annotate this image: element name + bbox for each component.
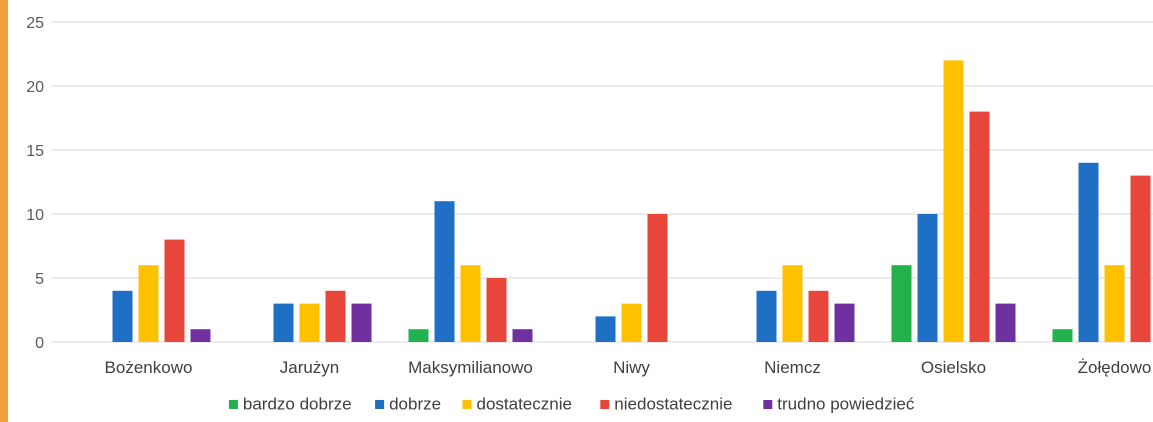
legend: bardzo dobrze dobrze dostatecznie niedostat… (228, 395, 915, 414)
bar-6-2 (917, 214, 938, 342)
y-tick-label-25: 25 (26, 15, 44, 32)
y-tick-label-5: 5 (35, 271, 44, 288)
legend-label-5: trudno powiedzieć (777, 395, 915, 414)
category-label-7: Żołędowo (1078, 358, 1152, 377)
legend-swatch-3 (462, 400, 472, 409)
y-axis-tick-labels: 0 5 10 15 20 25 (26, 15, 44, 352)
orange-border (0, 0, 8, 422)
category-label-4: Niwy (613, 358, 650, 377)
y-tick-label-15: 15 (26, 143, 44, 160)
bar-7-4 (1130, 175, 1151, 342)
bar-4-2 (595, 316, 616, 342)
y-tick-label-20: 20 (26, 79, 44, 96)
category-label-5: Niemcz (764, 358, 821, 377)
category-label-1: Bożenkowo (105, 358, 193, 377)
x-axis-category-labels: Bożenkowo Jarużyn Maksymilianowo Niwy Niemcz… (105, 358, 1152, 377)
legend-label-1: bardzo dobrze (243, 395, 352, 414)
bar-7-1 (1052, 329, 1073, 342)
bar-3-1 (408, 329, 429, 342)
bar-3-5 (512, 329, 533, 342)
bar-5-4 (808, 290, 829, 342)
bar-2-3 (299, 303, 320, 342)
bar-2-5 (351, 303, 372, 342)
bar-6-3 (943, 60, 964, 343)
bar-7-3 (1104, 265, 1125, 342)
category-label-3: Maksymilianowo (408, 358, 533, 377)
legend-label-2: dobrze (389, 395, 441, 414)
legend-label-4: niedostatecznie (614, 395, 732, 414)
legend-swatch-4 (600, 400, 610, 409)
bar-2-4 (325, 290, 346, 342)
bar-2-2 (273, 303, 294, 342)
legend-swatch-2 (375, 400, 385, 409)
bar-1-3 (138, 265, 159, 342)
bar-6-1 (891, 265, 912, 342)
legend-swatch-1 (228, 400, 238, 409)
bar-4-3 (621, 303, 642, 342)
bar-5-5 (834, 303, 855, 342)
bars (112, 60, 1151, 343)
y-tick-label-10: 10 (26, 207, 44, 224)
legend-swatch-5 (763, 400, 773, 409)
bar-1-5 (190, 329, 211, 342)
bar-7-2 (1078, 162, 1099, 342)
bar-3-2 (434, 201, 455, 342)
y-tick-label-0: 0 (35, 335, 44, 352)
bar-5-2 (756, 290, 777, 342)
bar-3-3 (460, 265, 481, 342)
bar-6-4 (969, 111, 990, 342)
bar-5-3 (782, 265, 803, 342)
legend-label-3: dostatecznie (477, 395, 572, 414)
bar-3-4 (486, 278, 507, 342)
chart-area: 0 5 10 15 20 25 Bożenkowo Jarużyn Maksymilianow… (8, 0, 1153, 422)
category-label-2: Jarużyn (280, 358, 340, 377)
category-label-6: Osielsko (921, 358, 986, 377)
bar-4-4 (647, 214, 668, 342)
bar-6-5 (995, 303, 1016, 342)
bar-1-2 (112, 290, 133, 342)
bar-1-4 (164, 239, 185, 342)
clustered-bar-chart: 0 5 10 15 20 25 Bożenkowo Jarużyn Maksymilianow… (26, 15, 1153, 414)
